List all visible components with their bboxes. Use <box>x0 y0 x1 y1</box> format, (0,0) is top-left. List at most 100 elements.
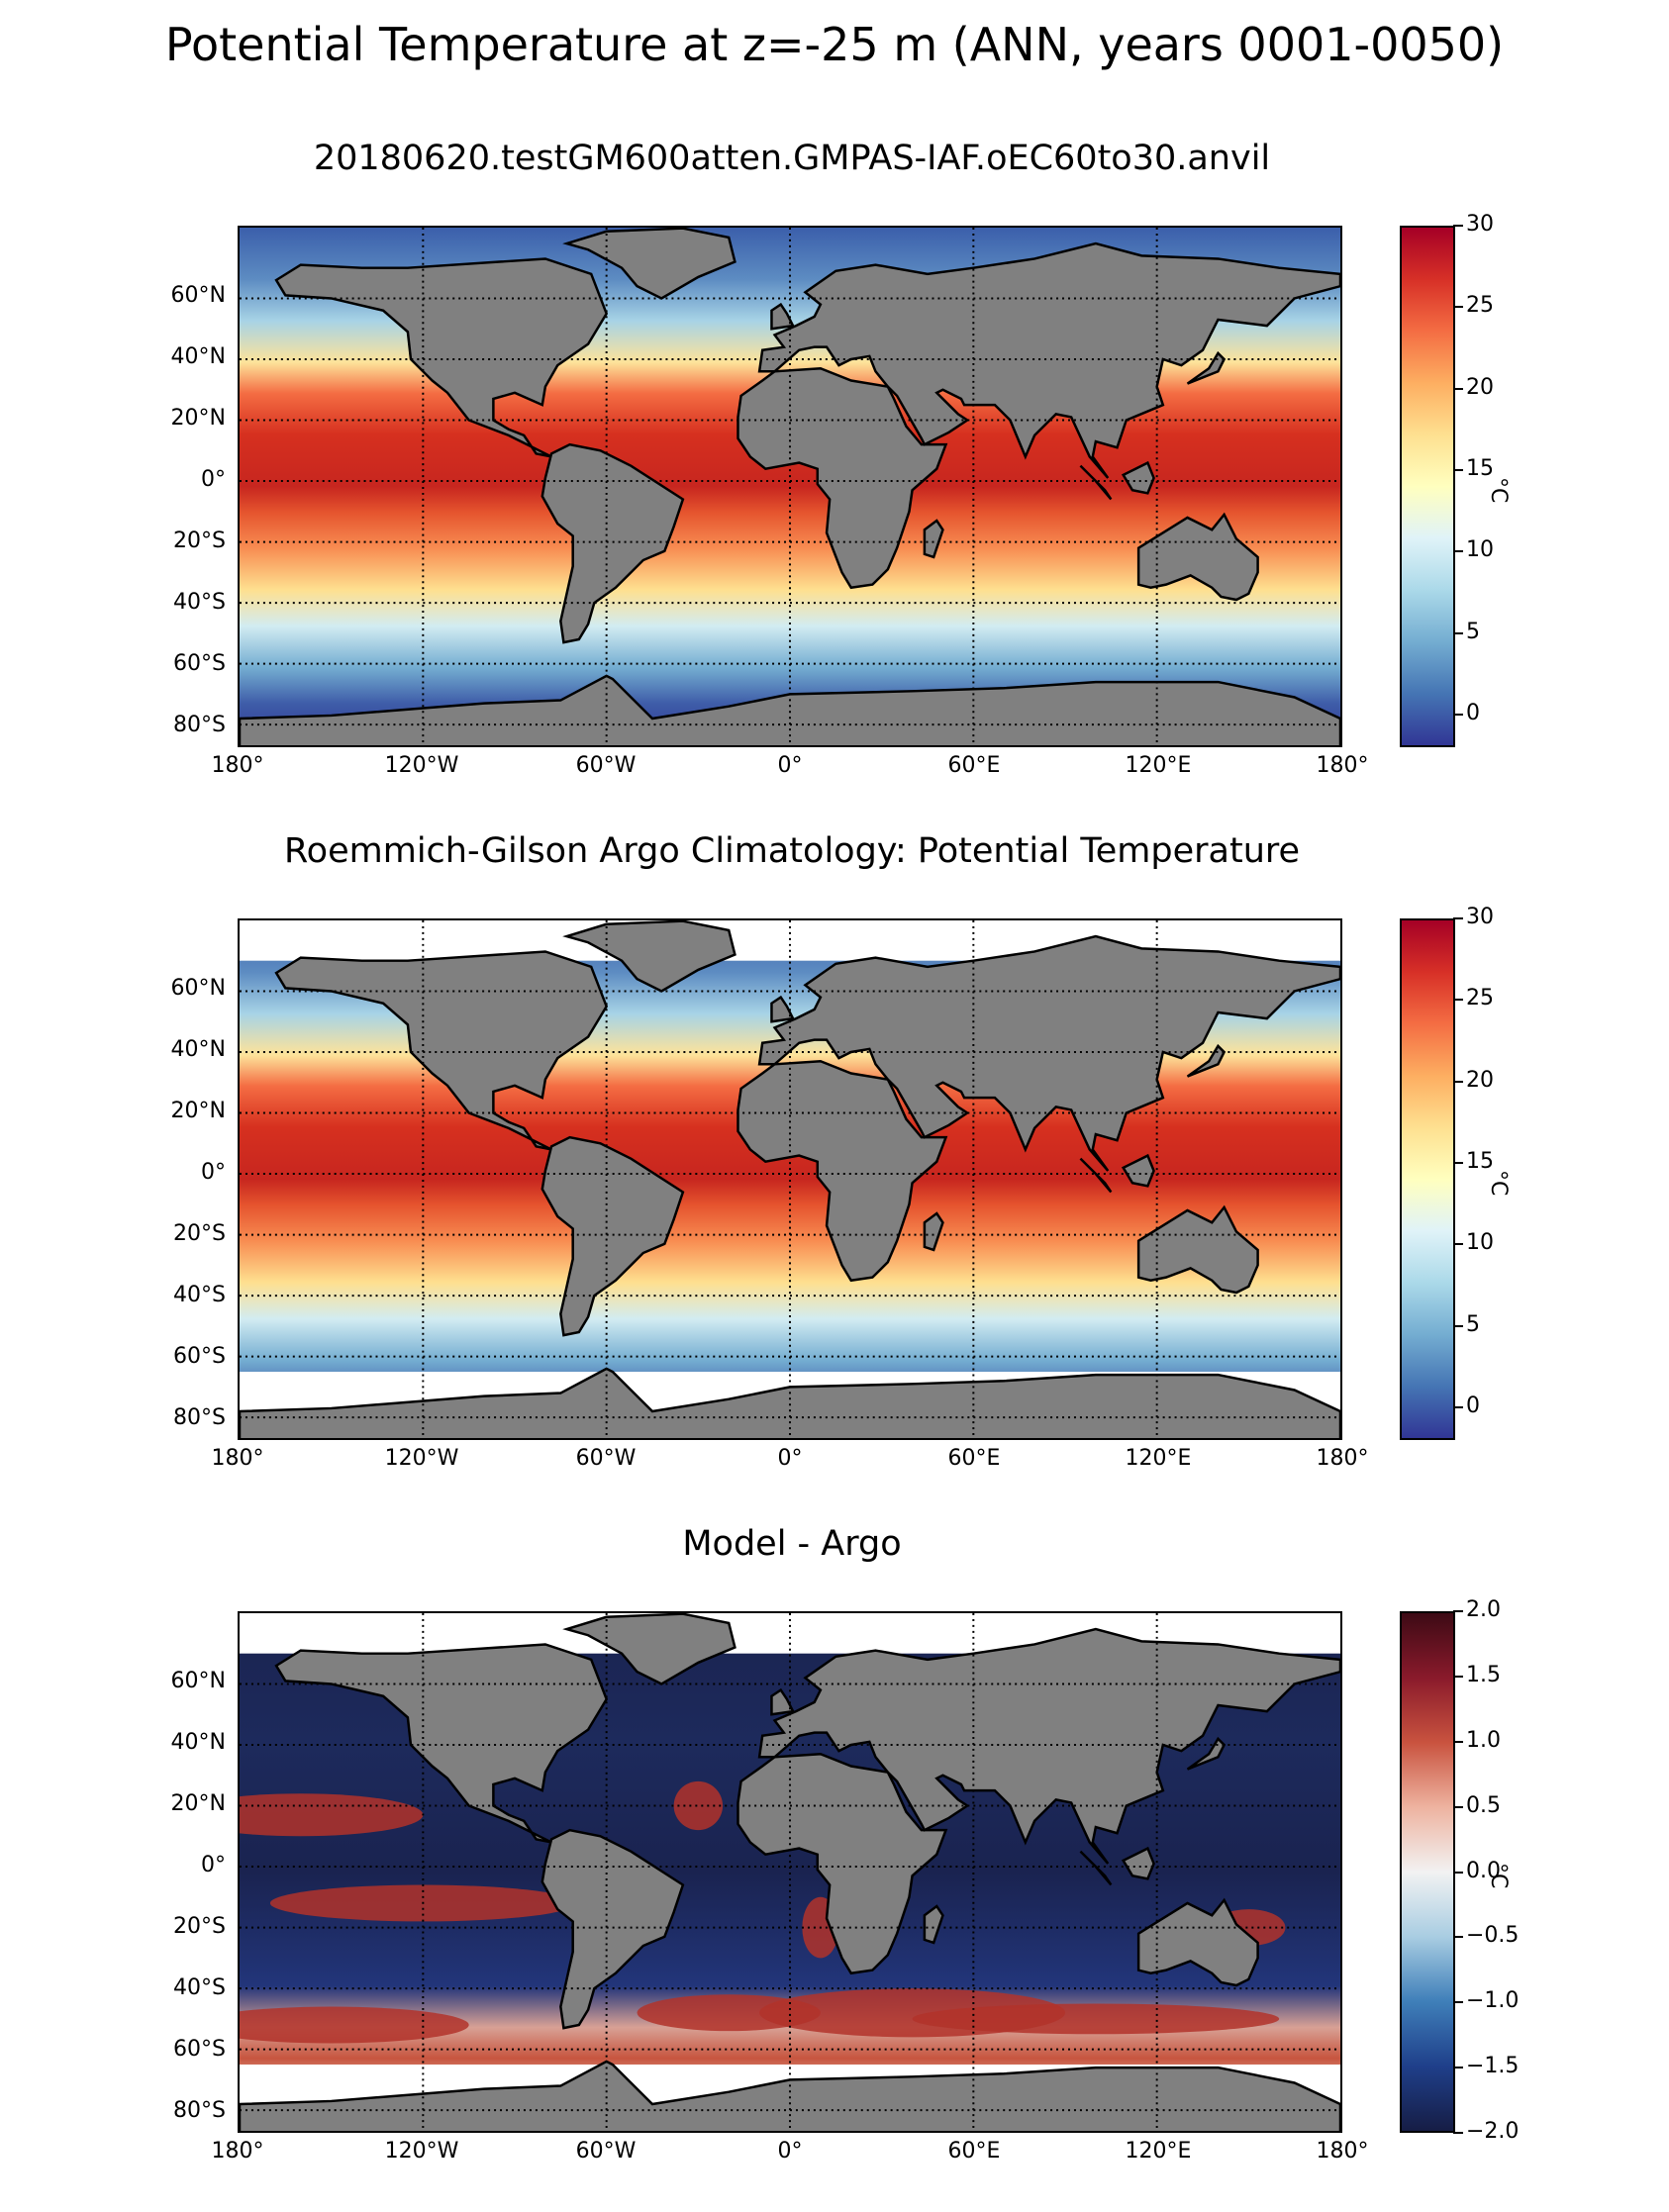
x-tick-label: 60°W <box>575 2139 637 2164</box>
land-mass <box>923 1904 944 1945</box>
colorbar-tick-mark <box>1453 1805 1463 1808</box>
x-tick-label: 120°E <box>1125 1446 1192 1471</box>
land-mass <box>540 1828 685 2030</box>
colorbar-tick-label: 15 <box>1466 1149 1494 1175</box>
y-tick-label: 40°S <box>173 590 226 615</box>
colorbar-tick-label: 10 <box>1466 1230 1494 1256</box>
x-tick-label: 0° <box>777 753 803 778</box>
land-mass <box>1121 460 1155 495</box>
x-tick-label: 0° <box>777 1446 803 1471</box>
colorbar-tick-mark <box>1453 1675 1463 1678</box>
land-mass <box>923 1211 944 1252</box>
land-mass <box>1136 1204 1259 1295</box>
colorbar-tick-mark <box>1453 469 1463 472</box>
colorbar-unit-label: °C <box>1486 1169 1511 1196</box>
y-tick-label: 20°N <box>170 406 226 431</box>
land-mass <box>274 950 609 1151</box>
y-tick-label: 60°N <box>170 976 226 1001</box>
x-tick-label: 180° <box>1316 1446 1369 1471</box>
colorbar-tick-mark <box>1453 1871 1463 1874</box>
colorbar-tick-label: −2.0 <box>1466 2119 1520 2144</box>
map-svg <box>240 920 1340 1438</box>
y-tick-label: 40°N <box>170 1730 226 1755</box>
y-tick-label: 20°N <box>170 1099 226 1123</box>
y-tick-label: 40°S <box>173 1283 226 1307</box>
colorbar-tick-label: 1.5 <box>1466 1662 1501 1687</box>
anomaly-blob <box>240 1793 424 1837</box>
map-panel <box>238 918 1342 1440</box>
anomaly-blob <box>637 1994 821 2032</box>
colorbar-tick-label: −1.0 <box>1466 1988 1520 2014</box>
land-mass <box>1079 1157 1113 1194</box>
anomaly-blob <box>673 1780 724 1831</box>
colorbar-tick-label: 30 <box>1466 905 1494 929</box>
y-tick-label: 40°N <box>170 1037 226 1062</box>
figure-title: Potential Temperature at z=-25 m (ANN, y… <box>164 18 1505 71</box>
land-mass <box>770 995 795 1023</box>
colorbar-tick-mark <box>1453 1740 1463 1743</box>
colorbar-tick-label: 20 <box>1466 1067 1494 1093</box>
y-tick-label: 60°S <box>173 1344 226 1369</box>
x-tick-label: 180° <box>211 2139 264 2164</box>
x-tick-label: 180° <box>1316 2139 1369 2164</box>
colorbar-tick-label: 0.5 <box>1466 1792 1501 1818</box>
colorbar-tick-mark <box>1453 550 1463 553</box>
map-svg <box>240 1613 1340 2131</box>
y-tick-label: 60°S <box>173 651 226 676</box>
land-mass <box>757 1627 1340 1865</box>
x-tick-label: 120°E <box>1125 2139 1192 2164</box>
colorbar-tick-label: 5 <box>1466 1311 1480 1337</box>
map-panel <box>238 226 1342 747</box>
colorbar-tick-label: 15 <box>1466 456 1494 482</box>
x-tick-label: 120°E <box>1125 753 1192 778</box>
panel-title: Model - Argo <box>682 1524 902 1564</box>
y-tick-label: 60°N <box>170 1669 226 1693</box>
land-mass <box>240 674 1340 745</box>
x-tick-label: 180° <box>211 753 264 778</box>
land-mass <box>1079 464 1113 501</box>
colorbar-tick-mark <box>1453 917 1463 919</box>
land-mass <box>757 241 1340 479</box>
x-tick-label: 0° <box>777 2139 803 2164</box>
map-panel <box>238 1611 1342 2133</box>
colorbar-tick-label: 0 <box>1466 701 1480 726</box>
colorbar-tick-label: 1.0 <box>1466 1727 1501 1753</box>
colorbar-tick-mark <box>1453 1324 1463 1327</box>
colorbar-tick-mark <box>1453 2132 1463 2134</box>
y-tick-label: 40°S <box>173 1975 226 2000</box>
colorbar-tick-label: 0.0 <box>1466 1858 1501 1883</box>
map-svg <box>240 228 1340 745</box>
land-mass <box>240 1367 1340 1438</box>
y-tick-label: 60°S <box>173 2037 226 2062</box>
colorbar-tick-mark <box>1453 2001 1463 2004</box>
colorbar-tick-mark <box>1453 1406 1463 1409</box>
land-mass <box>1186 1736 1227 1771</box>
land-mass <box>770 1687 795 1716</box>
land-mass <box>540 1135 685 1337</box>
colorbar-tick-mark <box>1453 999 1463 1002</box>
colorbar-tick-mark <box>1453 631 1463 634</box>
land-mass <box>1136 1897 1259 1987</box>
y-tick-label: 80°S <box>173 713 226 737</box>
x-tick-label: 120°W <box>384 1446 459 1471</box>
y-tick-label: 20°S <box>173 1914 226 1939</box>
colorbar <box>1400 918 1455 1440</box>
land-mass <box>274 1643 609 1844</box>
land-mass <box>562 920 736 993</box>
land-mass <box>757 934 1340 1172</box>
y-tick-label: 0° <box>201 467 226 492</box>
y-tick-label: 80°S <box>173 1405 226 1430</box>
anomaly-blob <box>912 2003 1280 2035</box>
colorbar-tick-label: 25 <box>1466 293 1494 319</box>
colorbar-tick-mark <box>1453 1936 1463 1939</box>
y-tick-label: 20°S <box>173 529 226 553</box>
land-mass <box>274 257 609 458</box>
colorbar-tick-label: 10 <box>1466 537 1494 563</box>
x-tick-label: 120°W <box>384 2139 459 2164</box>
colorbar-tick-label: 30 <box>1466 212 1494 237</box>
land-mass <box>923 519 944 559</box>
land-mass <box>1079 1850 1113 1886</box>
y-tick-label: 20°N <box>170 1791 226 1816</box>
y-tick-label: 80°S <box>173 2098 226 2123</box>
colorbar-tick-mark <box>1453 1243 1463 1246</box>
